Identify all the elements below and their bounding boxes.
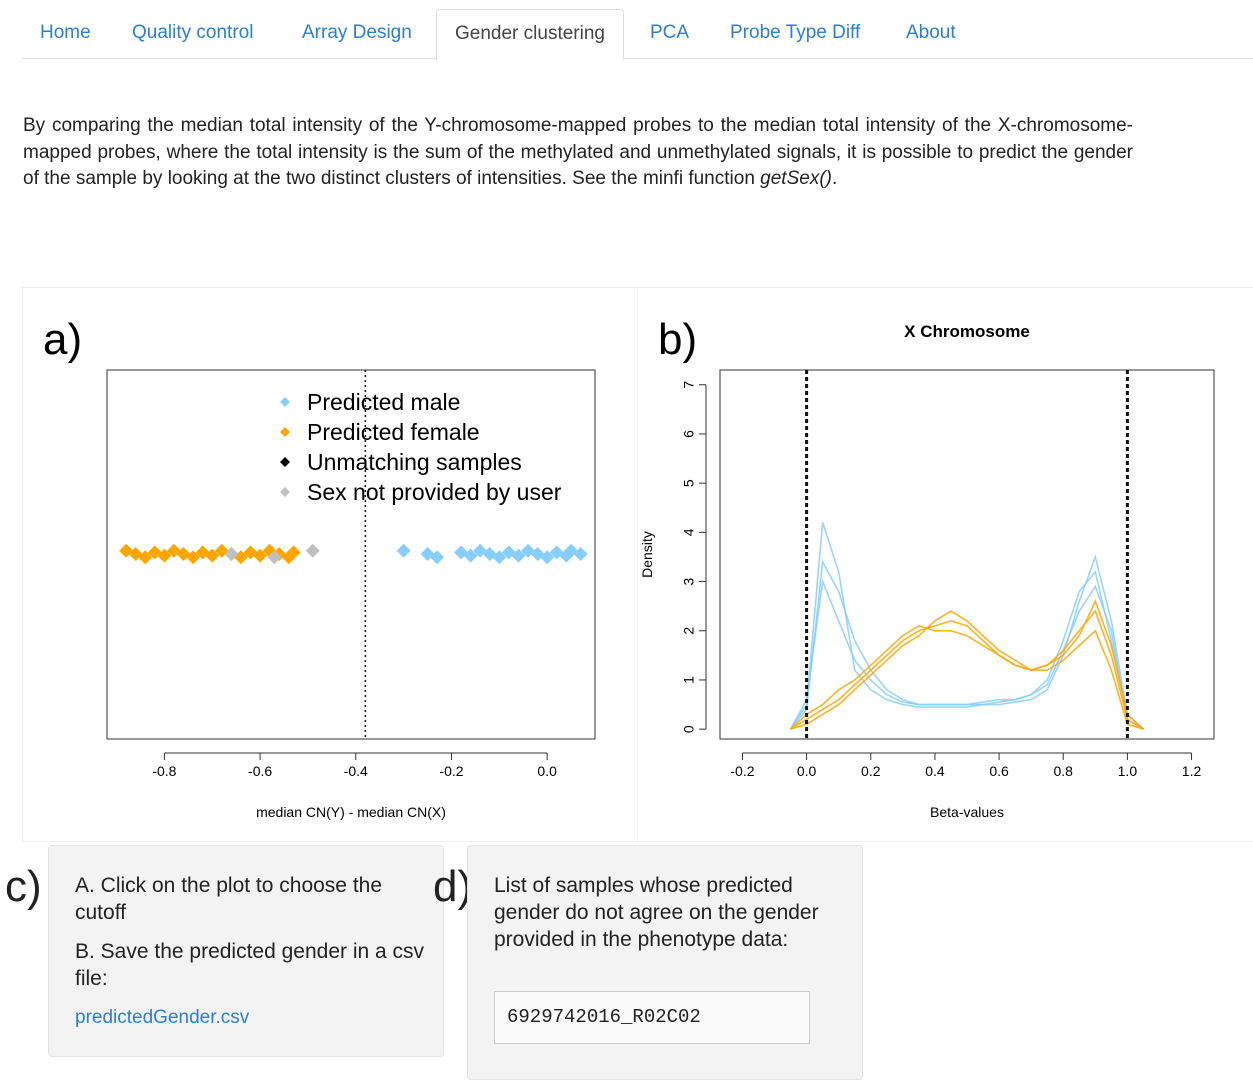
- y-tick-label: 4: [681, 528, 697, 536]
- nav-tab[interactable]: Home: [40, 22, 91, 43]
- panel-d: List of samples whose predicted gender d…: [467, 845, 863, 1080]
- y-tick-label: 6: [681, 430, 697, 438]
- point: [286, 545, 301, 560]
- y-tick-label: 1: [681, 676, 697, 684]
- point: [267, 550, 282, 565]
- y-tick-label: 2: [681, 627, 697, 635]
- nav-tab[interactable]: PCA: [650, 22, 690, 43]
- step-b: B. Save the predicted gender in a csv fi…: [75, 940, 425, 990]
- point: [205, 548, 220, 563]
- point: [549, 545, 564, 560]
- nav-tab[interactable]: Gender clustering: [436, 9, 624, 60]
- density-line: [790, 599, 1144, 730]
- x-tick-label: 0.8: [1053, 763, 1073, 779]
- legend-label: Sex not provided by user: [307, 479, 562, 505]
- y-tick-label: 7: [681, 381, 697, 389]
- x-tick-label: 1.0: [1118, 763, 1138, 779]
- intro-function: getSex(): [760, 168, 832, 189]
- y-tick-label: 3: [681, 577, 697, 585]
- density-line: [790, 610, 1144, 730]
- x-tick-label: -0.6: [248, 763, 272, 779]
- legend-marker: [280, 457, 290, 467]
- x-tick-label: 0.2: [861, 763, 881, 779]
- point: [243, 545, 258, 560]
- chart-title: X Chromosome: [904, 322, 1030, 341]
- legend-label: Predicted male: [307, 389, 460, 415]
- point: [463, 548, 478, 563]
- density-line: [789, 569, 1144, 730]
- x-tick-label: -0.2: [730, 763, 754, 779]
- panel-d-text: List of samples whose predicted gender d…: [494, 874, 819, 951]
- point: [454, 545, 469, 560]
- legend-label: Predicted female: [307, 419, 480, 445]
- panel-label: b): [658, 315, 697, 364]
- point: [157, 548, 172, 563]
- x-axis-label: median CN(Y) - median CN(X): [256, 804, 446, 820]
- x-tick-label: 0.0: [537, 763, 557, 779]
- nav-tab[interactable]: Probe Type Diff: [730, 22, 861, 43]
- x-tick-label: 0.0: [797, 763, 817, 779]
- point: [262, 543, 277, 558]
- point: [511, 548, 526, 563]
- y-axis-label: Density: [639, 531, 655, 578]
- x-tick-label: -0.2: [439, 763, 463, 779]
- legend-marker: [280, 397, 290, 407]
- point: [540, 550, 555, 565]
- step-a: A. Click on the plot to choose the cutof…: [75, 874, 383, 924]
- point: [573, 547, 588, 561]
- point: [430, 550, 445, 565]
- point: [253, 548, 268, 563]
- nav-tab[interactable]: Quality control: [132, 22, 254, 43]
- point: [195, 545, 210, 560]
- x-axis-label: Beta-values: [930, 804, 1004, 820]
- panel-label: a): [43, 315, 82, 364]
- intro: By comparing the median total intensity …: [23, 113, 1133, 193]
- point: [559, 548, 574, 563]
- download-link[interactable]: predictedGender.csv: [75, 1007, 250, 1028]
- legend-marker: [280, 427, 290, 437]
- y-tick-label: 5: [681, 479, 697, 487]
- nav-tabs: Home Quality control Array Design Gender cl…: [22, 9, 1253, 60]
- chart-a[interactable]: a) -0.8 -0.6 -0.4 -0.2 0.0 median CN(Y) - medi…: [22, 287, 638, 842]
- nav-tab[interactable]: About: [906, 22, 956, 43]
- density-line: [790, 609, 1144, 730]
- point: [305, 543, 320, 558]
- intro-text: By comparing the median total intensity …: [23, 115, 1133, 189]
- point: [396, 543, 411, 558]
- panel-c: A. Click on the plot to choose the cutof…: [48, 845, 444, 1057]
- point: [186, 550, 201, 565]
- density-line: [789, 522, 1144, 730]
- point: [147, 545, 162, 560]
- intro-end: .: [831, 168, 838, 189]
- sample-list[interactable]: 6929742016_R02C02: [494, 991, 810, 1044]
- y-tick-label: 0: [681, 725, 697, 733]
- point: [224, 547, 239, 561]
- x-tick-label: 0.6: [989, 763, 1009, 779]
- legend-label: Unmatching samples: [307, 449, 522, 475]
- plot-frame: [106, 369, 596, 740]
- x-tick-label: 0.4: [925, 763, 945, 779]
- point: [492, 550, 507, 565]
- nav-tab[interactable]: Array Design: [302, 22, 412, 43]
- point: [138, 550, 153, 565]
- x-tick-label: -0.8: [152, 763, 176, 779]
- x-tick-label: -0.4: [344, 763, 368, 779]
- panel-label: c): [5, 862, 42, 911]
- x-tick-label: 1.2: [1182, 763, 1202, 779]
- panel-label: d): [433, 862, 473, 911]
- plot-frame: [719, 369, 1215, 740]
- chart-b: b) X Chromosome -0.2 0.0 0.2 0.4 0.6 0.8 1.0 1.2 B…: [637, 287, 1253, 842]
- legend-marker: [280, 487, 290, 497]
